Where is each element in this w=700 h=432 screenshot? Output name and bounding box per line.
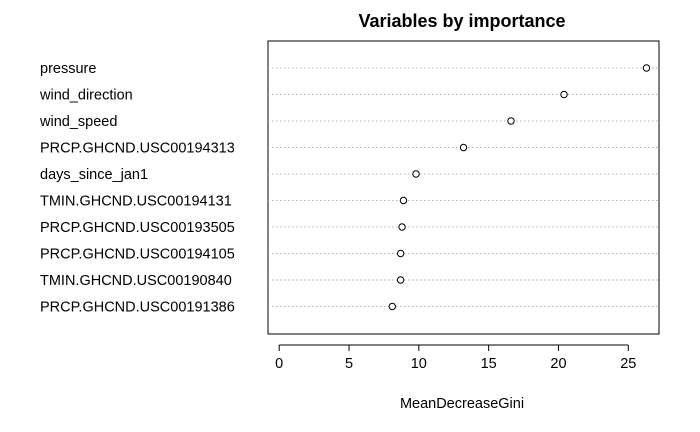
- data-point: [459, 143, 468, 152]
- x-axis-title: MeanDecreaseGini: [400, 396, 524, 412]
- data-point: [396, 249, 405, 258]
- data-point: [412, 170, 420, 178]
- variable-labels: pressure wind_direction wind_speed PRCP.GHC…: [39, 61, 235, 316]
- data-point: [642, 64, 651, 72]
- x-tick-label: 5: [345, 356, 353, 372]
- plot-frame: [267, 40, 660, 335]
- variable-label: wind_speed: [39, 114, 117, 130]
- x-tick-label: 20: [550, 356, 566, 372]
- variable-label: TMIN.GHCND.USC00190840: [40, 273, 232, 289]
- data-point: [388, 302, 396, 311]
- x-tick-label: 10: [411, 356, 427, 372]
- variable-label: pressure: [40, 61, 96, 77]
- data-point: [398, 223, 406, 231]
- grid-lines: [268, 67, 659, 307]
- data-point: [560, 90, 568, 99]
- variable-label: wind_direction: [39, 88, 133, 104]
- x-tick-label: 15: [481, 356, 497, 372]
- chart-title: Variables by importance: [358, 11, 565, 31]
- x-tick-label: 0: [275, 356, 283, 372]
- data-point: [396, 276, 405, 284]
- variable-label: PRCP.GHCND.USC00194105: [40, 247, 235, 263]
- variable-label: TMIN.GHCND.USC00194131: [40, 194, 232, 210]
- x-axis: 0 5 10 15 20 25: [275, 344, 636, 372]
- variable-label: PRCP.GHCND.USC00191386: [40, 300, 235, 316]
- x-tick-label: 25: [620, 356, 636, 372]
- data-point: [399, 196, 408, 205]
- variable-label: days_since_jan1: [40, 167, 148, 183]
- variable-label: PRCP.GHCND.USC00193505: [40, 220, 235, 236]
- data-point: [507, 117, 515, 125]
- variable-label: PRCP.GHCND.USC00194313: [40, 141, 235, 157]
- data-points: [388, 64, 651, 311]
